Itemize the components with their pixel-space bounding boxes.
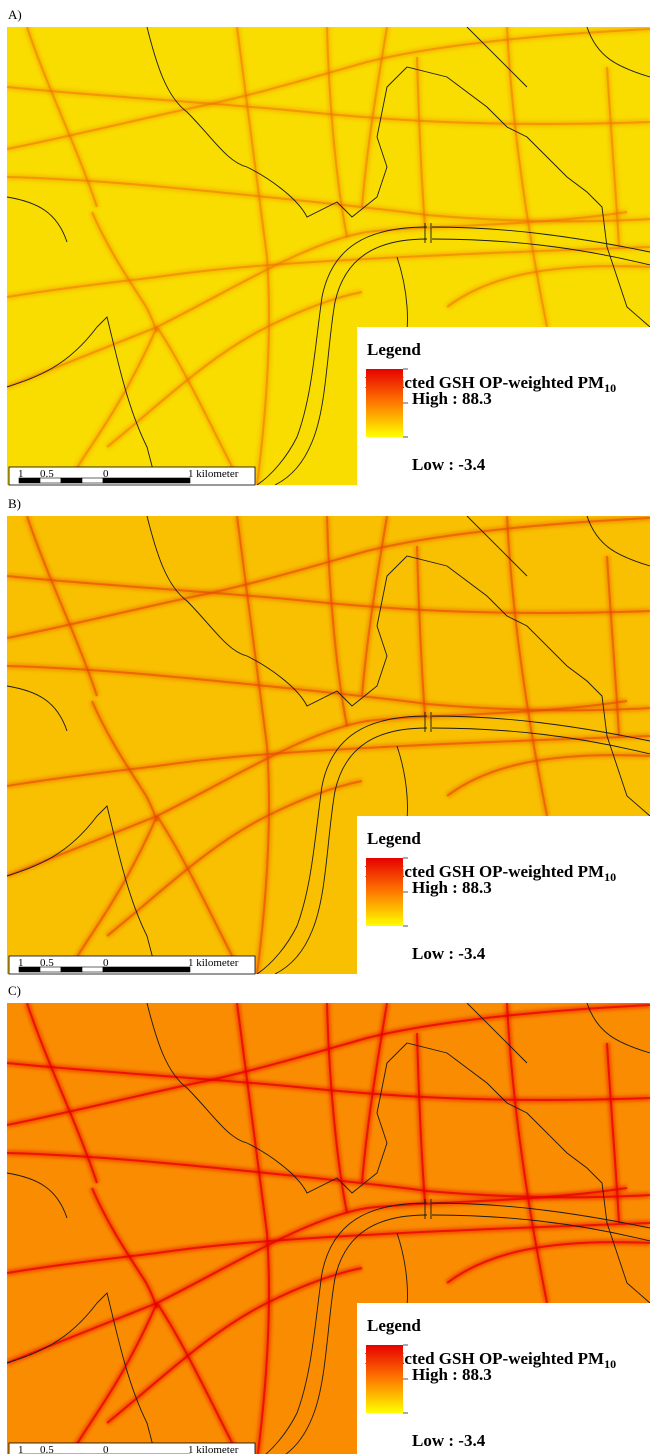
color-ramp xyxy=(366,369,403,437)
scale-label: 1 xyxy=(18,1444,24,1454)
panel-label: B) xyxy=(8,496,21,511)
scale-label: 1 kilometer xyxy=(188,957,239,969)
scale-label: 1 kilometer xyxy=(188,468,239,480)
legend-variable-subscript: 10 xyxy=(604,381,616,395)
scale-segment xyxy=(103,967,190,972)
scale-segment xyxy=(61,478,82,483)
scale-segment xyxy=(82,478,103,483)
scale-segment xyxy=(61,967,82,972)
legend-low: Low : -3.4 xyxy=(412,944,486,963)
legend-low: Low : -3.4 xyxy=(412,455,486,474)
scale-label: 0.5 xyxy=(40,1444,54,1454)
scale-segment xyxy=(40,478,61,483)
color-ramp xyxy=(366,1345,403,1413)
legend-low: Low : -3.4 xyxy=(412,1431,486,1450)
scale-segment xyxy=(19,478,40,483)
legend-high: High : 88.3 xyxy=(412,389,492,408)
figure: A) LegendPredicted GSH OP-weighted PM10Hi… xyxy=(0,0,653,1454)
legend-variable-subscript: 10 xyxy=(604,870,616,884)
color-ramp xyxy=(366,858,403,926)
legend-title: Legend xyxy=(367,829,421,848)
scale-label: 0 xyxy=(103,1444,109,1454)
legend-title: Legend xyxy=(367,340,421,359)
legend-high: High : 88.3 xyxy=(412,878,492,897)
panel-label: A) xyxy=(8,7,22,22)
legend-variable-subscript: 10 xyxy=(604,1357,616,1371)
panel-label: C) xyxy=(8,983,21,998)
scale-segment xyxy=(82,967,103,972)
legend-high: High : 88.3 xyxy=(412,1365,492,1384)
scale-segment xyxy=(40,967,61,972)
legend-title: Legend xyxy=(367,1316,421,1335)
scale-segment xyxy=(19,967,40,972)
scale-label: 1 kilometer xyxy=(188,1444,239,1454)
scale-segment xyxy=(103,478,190,483)
